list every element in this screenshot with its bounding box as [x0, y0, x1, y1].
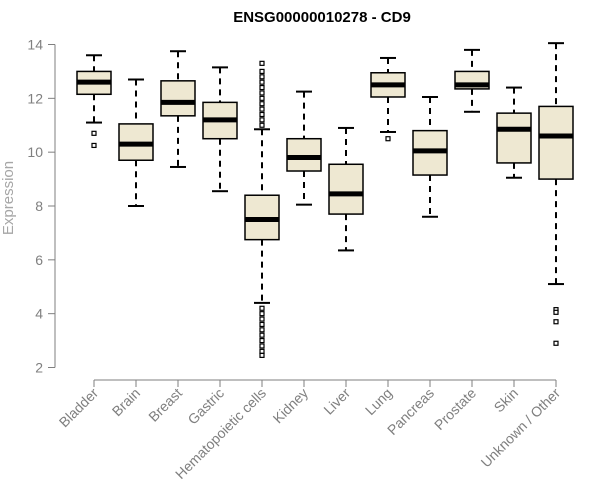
outlier-point	[259, 352, 265, 358]
y-tick-label: 14	[27, 37, 43, 53]
box-group	[454, 48, 490, 113]
y-axis-label: Expression	[0, 161, 17, 235]
outlier-point	[259, 60, 265, 66]
outlier-point	[259, 327, 265, 333]
outlier-point	[91, 130, 97, 136]
box-group	[328, 126, 364, 252]
boxes	[76, 42, 574, 358]
outlier-point	[259, 111, 265, 118]
x-tick-label: Kidney	[270, 385, 312, 427]
x-tick-label: Prostate	[431, 385, 479, 433]
y-tick-label: 8	[35, 198, 43, 214]
x-tick-label: Skin	[491, 385, 522, 416]
x-tick-label: Lung	[362, 385, 395, 418]
box-group	[412, 95, 448, 218]
outlier-point	[259, 95, 265, 101]
box-group	[160, 50, 196, 168]
outlier-point	[259, 321, 265, 328]
outlier-point	[259, 305, 265, 311]
box-group	[496, 86, 532, 179]
x-tick-label: Pancreas	[384, 385, 437, 438]
box-group	[202, 66, 238, 193]
box-group	[538, 42, 574, 346]
outlier-point	[259, 79, 265, 85]
x-tick-label: Liver	[320, 385, 353, 418]
outlier-point	[259, 332, 265, 338]
outlier-point	[259, 106, 265, 112]
chart-title: ENSG00000010278 - CD9	[233, 9, 411, 26]
y-tick-label: 10	[27, 144, 43, 160]
y-tick-label: 4	[35, 306, 43, 322]
outlier-point	[91, 142, 97, 149]
box-iqr	[328, 163, 364, 215]
outlier-point	[553, 319, 559, 325]
outlier-point	[259, 68, 265, 75]
y-ticks: 2 4 6 8 10 12 14	[27, 37, 55, 376]
box-group	[118, 78, 154, 207]
outlier-point	[259, 101, 265, 107]
box-group	[76, 54, 112, 149]
box-iqr	[286, 137, 322, 172]
outlier-point	[259, 343, 265, 349]
y-tick-label: 6	[35, 252, 43, 268]
outlier-point	[385, 136, 391, 142]
box-group	[370, 56, 406, 142]
x-tick-label: Breast	[145, 385, 185, 425]
outlier-point	[259, 348, 265, 354]
y-tick-label: 12	[27, 90, 43, 106]
y-tick-label: 2	[35, 360, 43, 376]
outlier-point	[259, 316, 265, 322]
outlier-point	[259, 117, 265, 123]
box-iqr	[496, 112, 532, 164]
box-iqr	[160, 80, 196, 117]
box-iqr	[538, 105, 574, 180]
outlier-point	[259, 90, 265, 96]
outlier-point	[553, 309, 559, 315]
x-tick-label: Unknown / Other	[478, 385, 564, 471]
box-group	[286, 90, 322, 206]
outlier-point	[259, 311, 265, 317]
outlier-point	[259, 122, 265, 128]
outlier-point	[259, 84, 265, 91]
outlier-point	[259, 337, 265, 344]
x-tick-label: Bladder	[56, 385, 102, 431]
outlier-point	[553, 340, 559, 346]
x-tick-label: Brain	[109, 385, 143, 419]
outlier-point	[259, 74, 265, 80]
box-group	[244, 60, 280, 358]
